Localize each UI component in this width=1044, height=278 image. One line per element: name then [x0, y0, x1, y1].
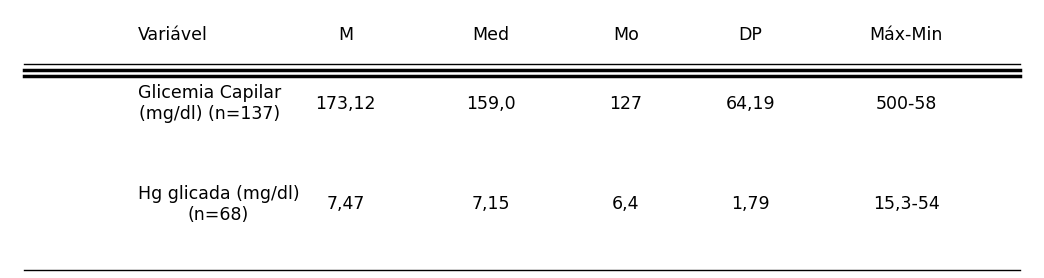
Text: Variável: Variável — [138, 26, 208, 44]
Text: Med: Med — [472, 26, 509, 44]
Text: 127: 127 — [610, 95, 642, 113]
Text: 1,79: 1,79 — [731, 195, 769, 214]
Text: DP: DP — [738, 26, 762, 44]
Text: 7,47: 7,47 — [327, 195, 364, 214]
Text: 15,3-54: 15,3-54 — [873, 195, 940, 214]
Text: 6,4: 6,4 — [612, 195, 640, 214]
Text: Máx-Min: Máx-Min — [870, 26, 943, 44]
Text: 173,12: 173,12 — [315, 95, 376, 113]
Text: 500-58: 500-58 — [876, 95, 936, 113]
Text: M: M — [338, 26, 353, 44]
Text: Glicemia Capilar
(mg/dl) (n=137): Glicemia Capilar (mg/dl) (n=137) — [138, 84, 281, 123]
Text: Hg glicada (mg/dl)
(n=68): Hg glicada (mg/dl) (n=68) — [138, 185, 300, 224]
Text: 159,0: 159,0 — [466, 95, 516, 113]
Text: 64,19: 64,19 — [726, 95, 776, 113]
Text: Mo: Mo — [613, 26, 639, 44]
Text: 7,15: 7,15 — [472, 195, 511, 214]
